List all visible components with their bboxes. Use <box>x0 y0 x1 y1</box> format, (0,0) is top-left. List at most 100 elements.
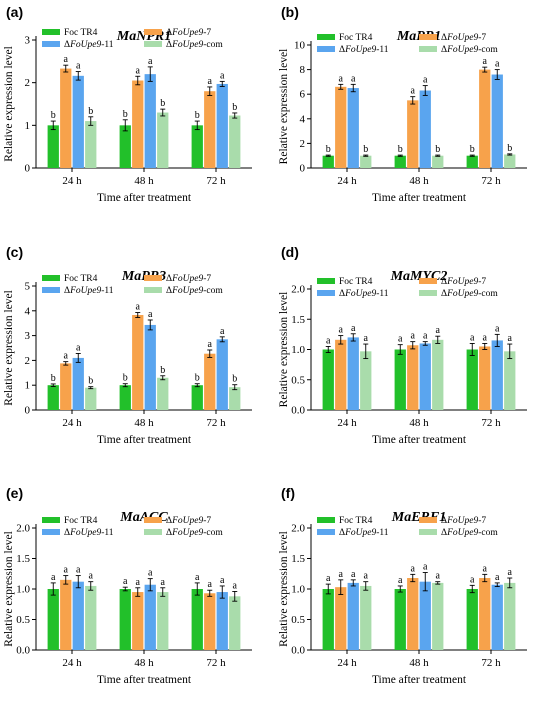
x-tick-label: 48 h <box>134 175 154 187</box>
legend-swatch <box>42 29 60 35</box>
significance-label: b <box>51 373 56 384</box>
legend-swatch <box>42 517 60 523</box>
legend-swatch <box>317 517 335 523</box>
y-tick-label: 0.0 <box>291 405 305 417</box>
significance-label: a <box>326 573 331 584</box>
bar-foupe9com <box>157 112 169 168</box>
x-tick-label: 72 h <box>206 417 226 429</box>
bar-foctr4 <box>466 589 478 650</box>
x-tick-label: 24 h <box>337 657 357 669</box>
bar-foupe911 <box>491 74 503 168</box>
legend-entry: ΔFoUpe9-com <box>166 528 223 538</box>
panel-letter: (b) <box>281 4 299 20</box>
x-axis-title: Time after treatment <box>372 192 467 204</box>
y-tick-label: 0 <box>25 163 31 175</box>
significance-label: a <box>436 325 441 336</box>
bar-foupe9com <box>229 115 241 168</box>
bar-foupe97 <box>407 578 419 650</box>
legend-entry: ΔFoUpe9-7 <box>441 277 486 287</box>
x-tick-label: 48 h <box>134 657 154 669</box>
bar-foupe9com <box>229 387 241 410</box>
legend-entry: ΔFoUpe9-11 <box>339 528 389 538</box>
y-tick-label: 1.5 <box>291 553 305 565</box>
bar-foctr4 <box>466 349 478 410</box>
legend-swatch <box>144 29 162 35</box>
bar-foctr4 <box>119 589 131 650</box>
legend-swatch <box>42 287 60 293</box>
x-tick-label: 48 h <box>409 175 429 187</box>
bar-foupe911 <box>216 339 228 410</box>
bar-foupe911 <box>216 83 228 168</box>
significance-label: a <box>64 351 69 362</box>
significance-label: a <box>148 56 153 67</box>
x-tick-label: 24 h <box>337 175 357 187</box>
significance-label: a <box>89 571 94 582</box>
y-tick-label: 4 <box>25 305 31 317</box>
panel-letter: (d) <box>281 244 299 260</box>
y-tick-label: 4 <box>300 113 306 125</box>
y-axis-title: Relative expression level <box>3 531 15 647</box>
chart-panel-f: (f) MaERF1 Relative expression level Time a… <box>278 485 527 686</box>
significance-label: a <box>339 569 344 580</box>
significance-label: a <box>136 65 141 76</box>
significance-label: a <box>208 339 213 350</box>
significance-label: a <box>136 302 141 313</box>
bar-foupe9com <box>504 351 516 410</box>
y-tick-label: 1.5 <box>291 314 305 326</box>
bar-foctr4 <box>191 385 203 410</box>
bar-foupe97 <box>132 315 144 410</box>
y-tick-label: 2 <box>25 355 31 367</box>
legend-entry: ΔFoUpe9-7 <box>166 274 211 284</box>
chart-title: MaMYC2 <box>390 269 448 284</box>
y-tick-label: 3 <box>25 35 31 47</box>
bar-foupe97 <box>132 592 144 650</box>
bar-foupe97 <box>479 346 491 410</box>
significance-label: a <box>351 569 356 580</box>
significance-label: a <box>326 335 331 346</box>
legend-swatch <box>419 290 437 296</box>
significance-label: a <box>483 332 488 343</box>
legend-entry: Foc TR4 <box>64 516 98 526</box>
significance-label: b <box>88 106 93 117</box>
legend-entry: Foc TR4 <box>339 33 373 43</box>
legend-swatch <box>317 278 335 284</box>
significance-label: a <box>436 571 441 582</box>
significance-label: a <box>398 334 403 345</box>
significance-label: a <box>411 331 416 342</box>
significance-label: a <box>364 571 369 582</box>
bar-foupe9com <box>360 155 372 168</box>
bar-foupe97 <box>204 91 216 168</box>
x-axis-title: Time after treatment <box>372 674 467 686</box>
bar-foupe911 <box>347 88 359 168</box>
bar-foupe911 <box>347 582 359 650</box>
significance-label: a <box>423 562 428 573</box>
chart-panel-a: (a) MaNPR1 Relative expression level Time a… <box>3 4 252 204</box>
bar-foupe911 <box>216 592 228 650</box>
legend-swatch <box>42 275 60 281</box>
bar-foctr4 <box>47 125 59 168</box>
x-tick-label: 24 h <box>337 417 357 429</box>
bar-foupe97 <box>335 86 347 168</box>
panel-letter: (f) <box>281 485 295 501</box>
bar-foctr4 <box>47 385 59 410</box>
significance-label: a <box>136 577 141 588</box>
significance-label: b <box>123 373 128 384</box>
bar-foupe9com <box>85 121 97 168</box>
y-tick-label: 1 <box>25 120 31 132</box>
significance-label: b <box>51 110 56 121</box>
legend-entry: Foc TR4 <box>339 277 373 287</box>
bar-foupe97 <box>204 353 216 410</box>
significance-label: b <box>123 109 128 120</box>
bar-foupe9com <box>85 585 97 650</box>
significance-label: a <box>483 56 488 67</box>
legend-swatch <box>419 46 437 52</box>
bar-foupe911 <box>419 343 431 410</box>
significance-label: b <box>326 144 331 155</box>
bar-foupe911 <box>419 581 431 650</box>
significance-label: b <box>363 144 368 155</box>
significance-label: b <box>195 373 200 384</box>
significance-label: a <box>220 575 225 586</box>
significance-label: a <box>233 580 238 591</box>
x-tick-label: 72 h <box>481 175 501 187</box>
